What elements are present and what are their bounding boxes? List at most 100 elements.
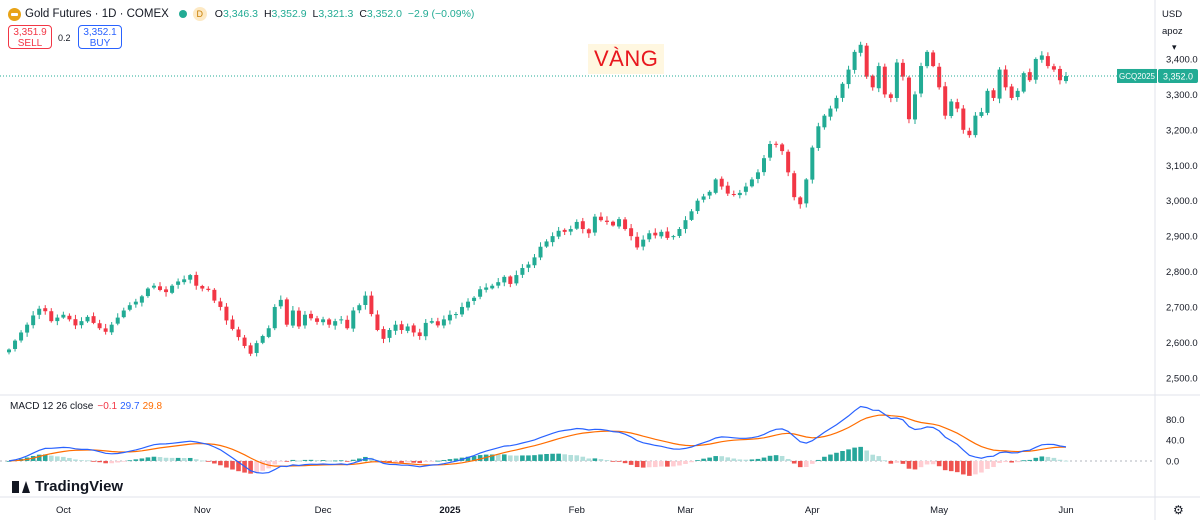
macd-histogram-bar — [737, 459, 743, 461]
chevron-down-icon[interactable]: ▾ — [1172, 42, 1177, 52]
candle-body — [749, 179, 754, 187]
candle-body — [441, 319, 446, 326]
macd-histogram-bar — [1027, 459, 1033, 461]
macd-histogram-bar — [357, 458, 362, 461]
symbol-title[interactable]: Gold Futures · 1D · COMEX — [25, 8, 169, 20]
candle-body — [429, 321, 434, 323]
sell-button[interactable]: 3,351.9 SELL — [8, 25, 52, 49]
macd-histogram-bar — [622, 460, 628, 464]
scale-unit-selector[interactable]: apoz — [1162, 26, 1183, 37]
macd-histogram-bar — [985, 460, 990, 469]
candle-body — [520, 268, 525, 275]
macd-histogram-bar — [121, 460, 127, 462]
candle-body — [496, 282, 501, 286]
price-tick-label: 2,600.0 — [1166, 338, 1198, 349]
data-badge[interactable]: D — [192, 7, 207, 21]
macd-histogram-bar — [187, 457, 193, 461]
currency-selector[interactable]: USD — [1162, 9, 1183, 20]
candle-body — [73, 319, 78, 326]
macd-histogram-bar — [85, 460, 90, 462]
candle-body — [641, 239, 646, 247]
candle-body — [894, 62, 899, 98]
candle-body — [768, 144, 773, 158]
candle-body — [665, 231, 670, 238]
macd-histogram-bar — [151, 456, 157, 461]
macd-histogram-bar — [888, 460, 894, 464]
macd-histogram-bar — [260, 460, 265, 471]
tradingview-logo[interactable]: TradingView — [12, 478, 123, 495]
macd-histogram-bar — [803, 460, 809, 468]
candle-body — [774, 143, 779, 145]
macd-histogram-bar — [175, 457, 181, 461]
candle-body — [194, 274, 199, 286]
macd-histogram-bar — [236, 460, 241, 472]
macd-histogram-bar — [936, 460, 942, 467]
macd-histogram-bar — [1015, 460, 1020, 463]
macd-histogram-bar — [405, 460, 410, 463]
macd-histogram-bar — [973, 460, 978, 475]
candle-body — [19, 332, 24, 341]
macd-histogram-bar — [858, 446, 863, 461]
price-tag-label: 3,352.0 — [1163, 71, 1193, 81]
candle-body — [635, 236, 640, 248]
candle-body — [580, 221, 585, 230]
candle-body — [882, 66, 887, 95]
candle-body — [931, 52, 936, 67]
price-tick-label: 3,100.0 — [1166, 161, 1198, 172]
candle-body — [435, 321, 440, 326]
macd-histogram-bar — [659, 460, 664, 467]
macd-histogram-bar — [115, 460, 121, 463]
macd-histogram-bar — [212, 460, 217, 464]
candle-body — [290, 310, 295, 326]
candle-body — [677, 229, 682, 236]
candle-body — [604, 220, 609, 222]
candle-body — [804, 179, 809, 204]
macd-histogram-bar — [616, 460, 622, 462]
macd-histogram-bar — [471, 456, 477, 461]
time-tick-label: Feb — [569, 505, 585, 516]
macd-histogram-bar — [997, 460, 1002, 463]
candle-body — [200, 285, 205, 289]
candle-body — [399, 324, 404, 330]
sell-price: 3,351.9 — [13, 27, 47, 38]
macd-signal-value: 29.8 — [142, 401, 163, 412]
macd-histogram-bar — [646, 460, 652, 468]
buy-button[interactable]: 3,352.1 BUY — [78, 25, 122, 49]
candle-body — [49, 311, 54, 322]
macd-histogram-bar — [683, 460, 688, 464]
macd-histogram-bar — [1003, 460, 1008, 463]
macd-histogram-bar — [308, 459, 314, 461]
macd-histogram-bar — [967, 460, 972, 476]
candle-body — [526, 264, 531, 268]
macd-histogram-bar — [580, 456, 586, 461]
macd-legend[interactable]: MACD 12 26 close −0.1 29.7 29.8 — [10, 401, 162, 412]
candle-body — [31, 315, 36, 326]
candle-body — [327, 319, 332, 325]
macd-histogram-bar — [411, 460, 416, 463]
price-tick-label: 2,500.0 — [1166, 373, 1198, 384]
candle-body — [508, 276, 513, 284]
candle-body — [242, 337, 247, 346]
macd-histogram-bar — [1021, 460, 1027, 462]
symbol-tag-label: GCQ2025 — [1119, 72, 1156, 81]
candle-body — [816, 126, 821, 148]
macd-histogram-bar — [314, 460, 320, 461]
candle-body — [97, 323, 102, 329]
candle-body — [236, 329, 241, 338]
candle-body — [1039, 55, 1044, 60]
tradingview-logo-icon — [12, 480, 30, 493]
candle-body — [731, 193, 736, 195]
spread-value: 0.2 — [58, 33, 71, 43]
candle-body — [67, 315, 72, 320]
macd-histogram-bar — [834, 452, 839, 461]
gear-icon[interactable]: ⚙ — [1173, 503, 1184, 517]
candle-body — [870, 75, 875, 88]
macd-histogram-bar — [707, 457, 712, 461]
candle-body — [176, 281, 181, 285]
macd-tick-label: 0.0 — [1166, 456, 1179, 467]
macd-histogram-bar — [900, 460, 906, 464]
time-tick-label: 2025 — [439, 505, 461, 516]
macd-histogram-bar — [97, 460, 102, 463]
macd-histogram-bar — [586, 458, 592, 461]
